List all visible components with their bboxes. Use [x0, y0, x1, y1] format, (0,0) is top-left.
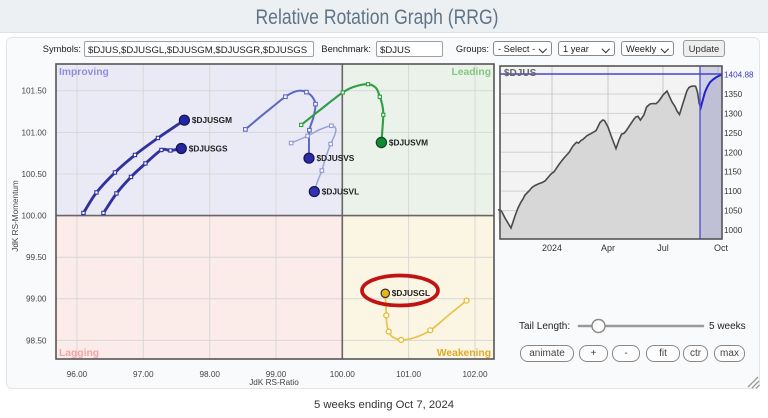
svg-text:2024: 2024	[542, 243, 562, 253]
svg-text:99.50: 99.50	[26, 253, 47, 262]
svg-text:1404.88: 1404.88	[724, 71, 754, 80]
svg-text:Leading: Leading	[452, 67, 491, 78]
svg-text:1050: 1050	[724, 207, 743, 216]
svg-text:101.00: 101.00	[396, 370, 421, 379]
svg-text:100.00: 100.00	[330, 370, 355, 379]
svg-text:$DJUSVL: $DJUSVL	[322, 187, 359, 197]
svg-text:98.00: 98.00	[199, 370, 220, 379]
svg-text:96.00: 96.00	[67, 370, 88, 379]
svg-text:100.50: 100.50	[21, 170, 46, 179]
svg-text:1150: 1150	[724, 168, 742, 177]
svg-text:Jul: Jul	[657, 243, 669, 253]
svg-text:JdK RS-Momentum: JdK RS-Momentum	[11, 180, 20, 252]
svg-text:$DJUSVM: $DJUSVM	[389, 138, 428, 148]
svg-text:$DJUSGL: $DJUSGL	[392, 288, 430, 298]
svg-text:Weakening: Weakening	[437, 348, 491, 359]
svg-text:1300: 1300	[724, 109, 743, 118]
svg-text:99.00: 99.00	[266, 370, 287, 379]
svg-text:Relative Rotation Graph (RRG): Relative Rotation Graph (RRG)	[256, 5, 499, 29]
svg-text:100.00: 100.00	[21, 212, 46, 221]
svg-text:97.00: 97.00	[133, 370, 154, 379]
svg-text:1000: 1000	[724, 226, 743, 235]
svg-text:1350: 1350	[724, 90, 743, 99]
svg-text:$DJUSGS: $DJUSGS	[189, 144, 228, 154]
svg-text:$DJUSGM: $DJUSGM	[192, 115, 232, 125]
svg-text:Apr: Apr	[601, 243, 615, 253]
svg-text:1250: 1250	[724, 129, 743, 138]
svg-text:98.50: 98.50	[26, 336, 47, 345]
svg-text:$DJUS: $DJUS	[504, 68, 537, 79]
svg-text:Lagging: Lagging	[59, 348, 99, 359]
svg-text:102.00: 102.00	[462, 370, 487, 379]
svg-text:$DJUSVS: $DJUSVS	[317, 153, 355, 163]
svg-text:Improving: Improving	[59, 67, 109, 78]
svg-text:101.50: 101.50	[21, 87, 46, 96]
svg-text:JdK RS-Ratio: JdK RS-Ratio	[249, 378, 299, 387]
svg-text:Oct: Oct	[714, 243, 729, 253]
svg-text:99.00: 99.00	[26, 295, 47, 304]
svg-text:101.00: 101.00	[21, 128, 46, 137]
svg-text:1100: 1100	[724, 187, 742, 196]
svg-text:1200: 1200	[724, 148, 743, 157]
